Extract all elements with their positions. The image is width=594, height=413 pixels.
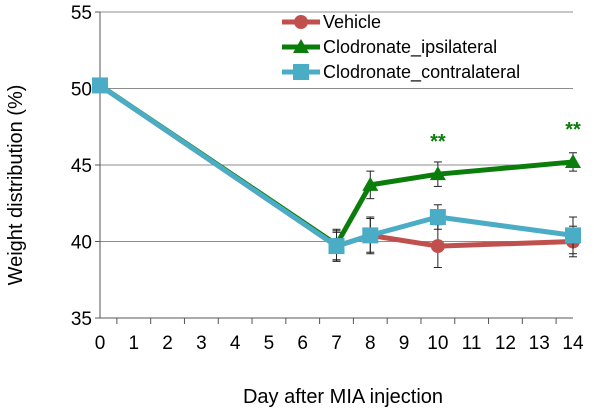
legend-item: Vehicle [282,12,381,32]
legend-label: Clodronate_ipsilateral [323,37,497,58]
y-tick-label: 55 [71,3,92,24]
x-tick-label: 2 [162,333,173,354]
x-tick-label: 9 [399,333,410,354]
series-group [92,77,581,269]
y-tick-label: 50 [71,80,92,101]
x-tick-label: 7 [331,333,342,354]
y-tick-labels: 35 40 45 50 55 [71,3,92,330]
x-tick-label: 13 [529,333,550,354]
series-line [98,83,574,249]
y-tick-label: 35 [71,309,92,330]
data-point [294,15,308,29]
y-axis-title: Weight distribution (%) [5,85,27,286]
data-point [293,64,309,80]
data-point [565,227,581,244]
series-clodronate-contralateral [92,77,581,261]
legend-label: Clodronate_contralateral [323,62,520,83]
x-tick-labels: 0 1 2 3 4 5 6 7 8 9 10 11 12 13 14 [95,333,584,354]
x-tick-label: 4 [230,333,241,354]
x-tick-label: 8 [365,333,376,354]
data-point [328,238,345,255]
y-tick-label: 45 [71,156,92,177]
x-tick-label: 5 [264,333,275,354]
legend-item: Clodronate_ipsilateral [282,37,497,58]
x-tick-label: 6 [297,333,308,354]
x-tick-label: 3 [196,333,207,354]
legend-item: Clodronate_contralateral [282,62,520,83]
axes [95,11,573,324]
data-point [362,227,379,244]
y-tick-label: 40 [71,233,92,254]
x-tick-label: 11 [462,333,482,354]
x-tick-label: 12 [495,333,516,354]
x-tick-label: 10 [427,333,448,354]
series-line [98,83,574,249]
x-tick-label: 0 [95,333,106,354]
significance-marker: ** [565,119,581,141]
x-tick-label: 14 [562,333,584,354]
significance-marker: ** [430,131,446,153]
data-point [92,77,108,94]
x-axis-title: Day after MIA injection [243,386,443,408]
data-point [429,166,446,181]
data-point [565,153,581,168]
x-tick-label: 1 [128,333,139,354]
annotations: ** ** [430,119,581,153]
data-point [362,176,379,191]
data-point [429,209,446,226]
data-point [293,39,309,53]
data-point [430,239,445,254]
legend-label: Vehicle [323,12,381,32]
legend: Vehicle Clodronate_ipsilateral Clodronate_… [282,12,520,83]
